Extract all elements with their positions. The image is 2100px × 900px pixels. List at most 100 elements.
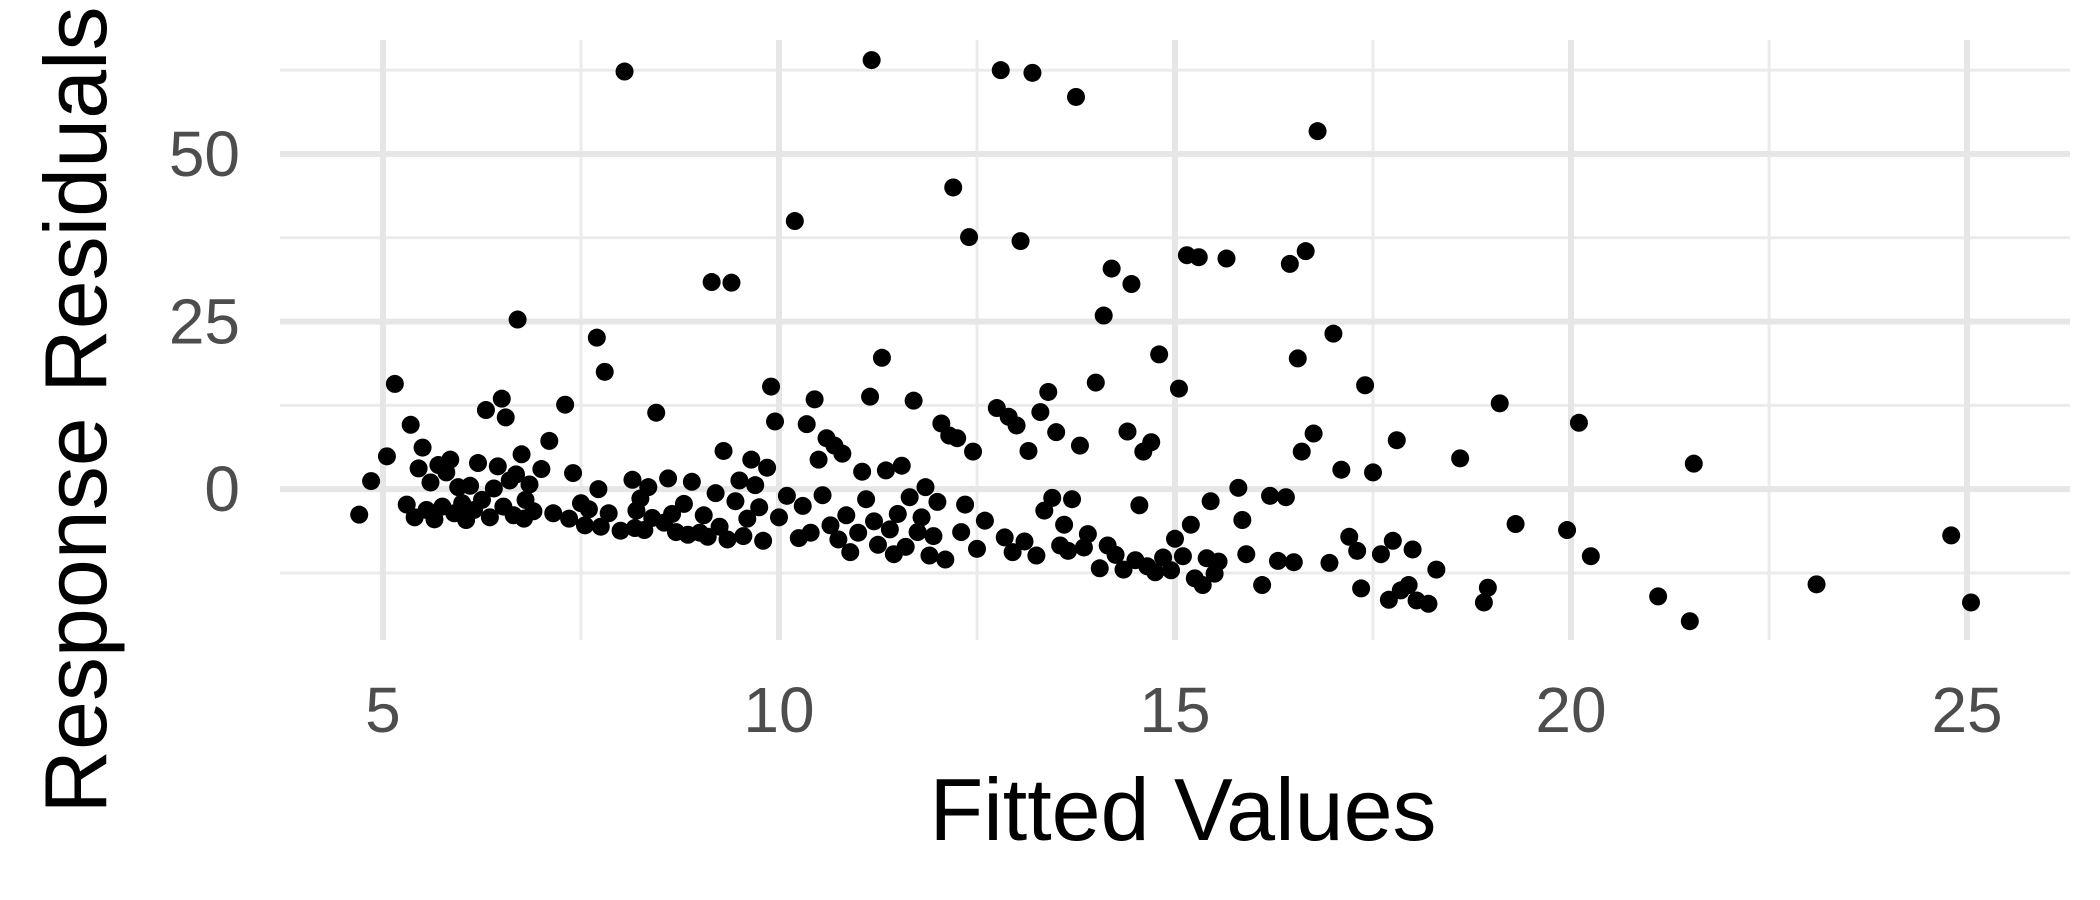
data-point — [991, 61, 1010, 80]
data-point — [1288, 349, 1307, 368]
data-point — [738, 509, 757, 528]
data-point — [734, 527, 753, 546]
data-point — [722, 273, 741, 292]
data-point — [1063, 490, 1082, 509]
data-point — [496, 408, 515, 427]
y-tick-label: 50 — [169, 118, 240, 190]
data-point — [805, 390, 824, 409]
data-point — [674, 494, 693, 513]
data-point — [948, 429, 967, 448]
data-point — [833, 444, 852, 463]
data-point — [1090, 559, 1109, 578]
data-point — [591, 517, 610, 536]
data-point — [1066, 87, 1085, 106]
data-point — [1086, 373, 1105, 392]
data-point — [682, 472, 701, 491]
data-point — [1268, 551, 1287, 570]
data-point — [599, 504, 618, 523]
data-point — [507, 465, 526, 484]
data-point — [857, 490, 876, 509]
data-point — [1070, 436, 1089, 455]
data-point — [1356, 376, 1375, 395]
data-point — [421, 473, 440, 492]
data-point — [1371, 545, 1390, 564]
data-point — [540, 431, 559, 450]
data-point — [595, 362, 614, 381]
data-point — [1122, 275, 1141, 294]
data-point — [1217, 249, 1236, 268]
data-point — [1399, 576, 1418, 595]
data-point — [575, 516, 594, 535]
data-point — [1237, 545, 1256, 564]
data-point — [1019, 441, 1038, 460]
data-point — [880, 520, 899, 539]
data-point — [872, 348, 891, 367]
data-point — [1209, 552, 1228, 571]
data-point — [508, 310, 527, 329]
data-point — [1150, 345, 1169, 364]
data-point — [1320, 553, 1339, 572]
data-point — [1106, 545, 1125, 564]
data-point — [1581, 547, 1600, 566]
data-point — [556, 395, 575, 414]
data-point — [1332, 460, 1351, 479]
data-point — [469, 454, 488, 473]
data-point — [793, 496, 812, 515]
data-point — [975, 511, 994, 530]
data-point — [512, 445, 531, 464]
x-axis-title: Fitted Values — [929, 760, 1436, 859]
data-point — [1427, 560, 1446, 579]
data-point — [936, 550, 955, 569]
data-point — [841, 543, 860, 562]
data-point — [409, 459, 428, 478]
data-point — [1169, 379, 1188, 398]
data-point — [1304, 424, 1323, 443]
data-point — [1027, 546, 1046, 565]
data-point — [1478, 578, 1497, 597]
data-point — [862, 51, 881, 70]
data-point — [401, 415, 420, 434]
data-point — [1324, 324, 1343, 343]
data-point — [718, 530, 737, 549]
data-point — [1130, 496, 1149, 515]
data-point — [623, 470, 642, 489]
data-point — [1043, 488, 1062, 507]
data-point — [1490, 394, 1509, 413]
data-point — [1284, 553, 1303, 572]
data-point — [777, 486, 796, 505]
data-point — [1296, 242, 1315, 261]
data-point — [896, 537, 915, 556]
data-point — [1280, 254, 1299, 273]
data-point — [754, 531, 773, 550]
data-point — [1807, 575, 1826, 594]
data-point — [928, 492, 947, 511]
data-point — [488, 457, 507, 476]
data-point — [801, 523, 820, 542]
data-point — [960, 228, 979, 247]
data-point — [1684, 454, 1703, 473]
data-point — [995, 528, 1014, 547]
x-tick-label: 20 — [1535, 674, 1606, 746]
data-point — [1569, 413, 1588, 432]
data-point — [362, 472, 381, 491]
data-point — [1961, 593, 1980, 612]
data-point — [579, 500, 598, 519]
data-point — [1308, 122, 1327, 141]
data-point — [615, 62, 634, 81]
data-point — [785, 212, 804, 231]
major-gridlines — [280, 40, 2070, 640]
data-point — [865, 512, 884, 531]
y-axis-title: Response Residuals — [26, 6, 125, 813]
data-point — [1015, 532, 1034, 551]
x-tick-label: 10 — [743, 674, 814, 746]
data-point — [1649, 587, 1668, 606]
data-point — [952, 523, 971, 542]
data-point — [829, 530, 848, 549]
data-point — [611, 521, 630, 540]
data-point — [758, 458, 777, 477]
data-point — [912, 508, 931, 527]
data-point — [1348, 541, 1367, 560]
data-point — [1253, 576, 1272, 595]
data-point — [1451, 449, 1470, 468]
